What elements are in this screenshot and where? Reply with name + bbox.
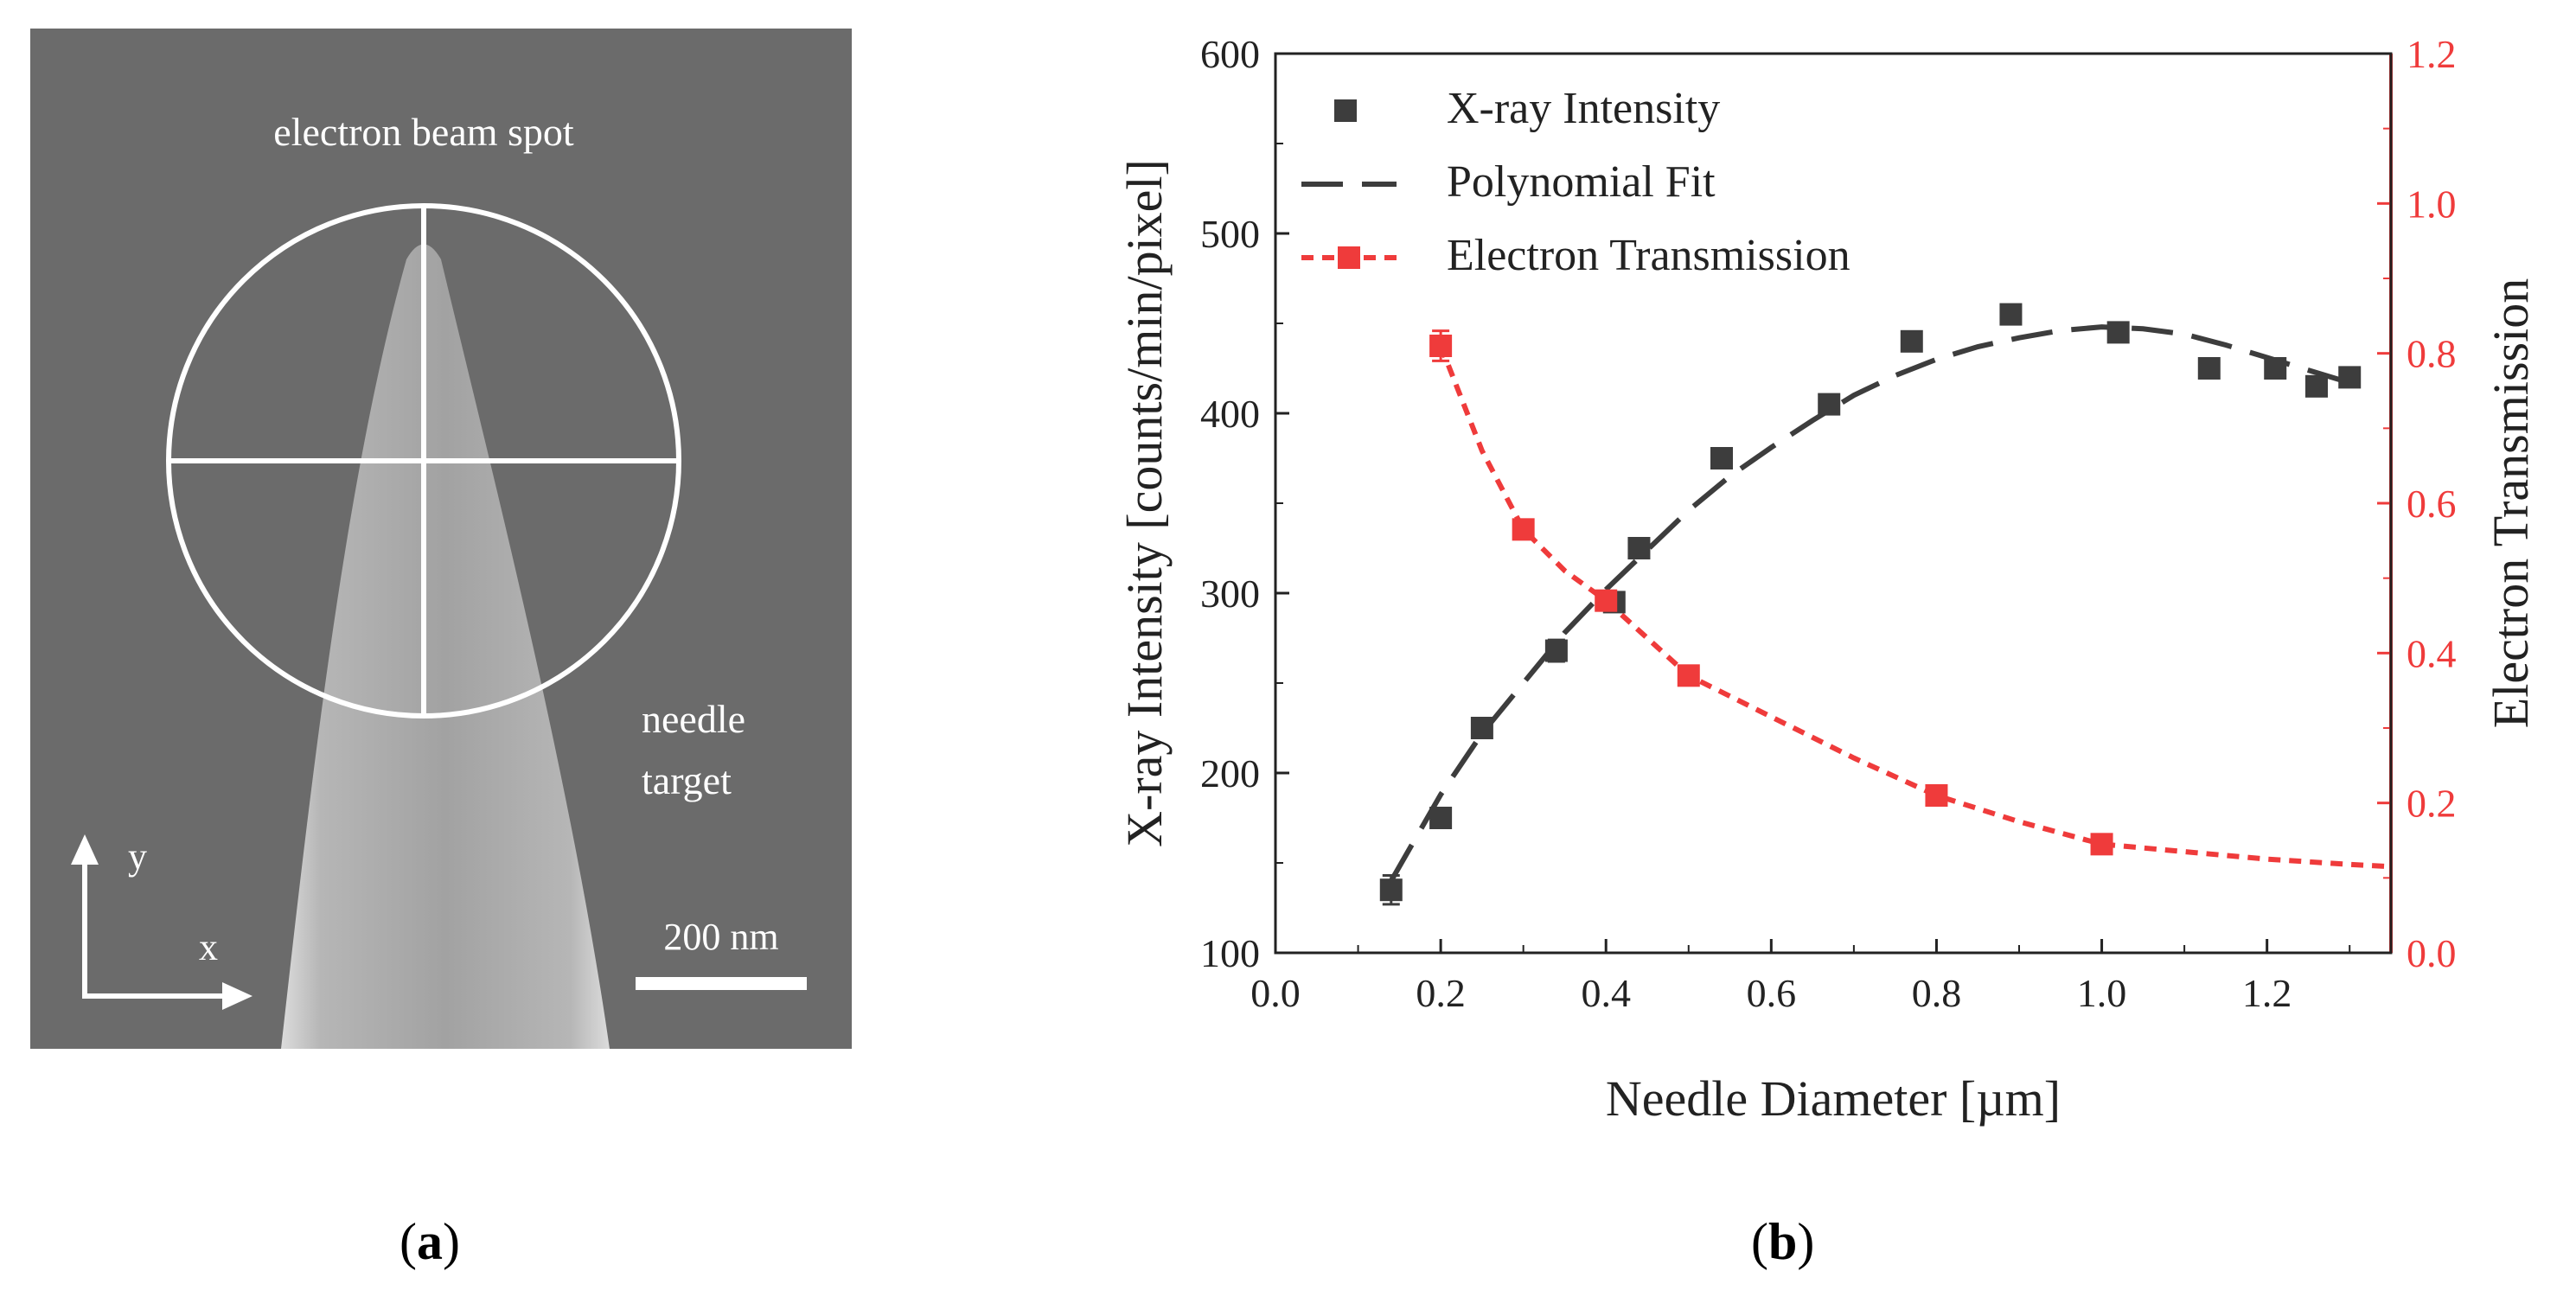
y2-tick-label: 0.6	[2407, 482, 2457, 526]
y-axis-title: X-ray Intensity [counts/min/pixel]	[1116, 159, 1173, 847]
xray-intensity-point	[1999, 303, 2023, 326]
electron-transmission-point	[1429, 335, 1453, 357]
legend-xray-marker	[1334, 99, 1357, 122]
panel-a-label: (a)	[400, 1213, 460, 1270]
target-label-line1: needle	[642, 697, 745, 741]
needle-target-shape	[281, 244, 610, 1049]
y2-tick-label: 0.2	[2407, 782, 2457, 826]
axis-x-label: x	[199, 926, 218, 968]
y2-tick-label: 0.4	[2407, 631, 2457, 675]
y-tick-label: 400	[1200, 392, 1260, 436]
electron-transmission-point	[1595, 589, 1618, 612]
xray-intensity-point	[2338, 366, 2362, 389]
panel-b: 0.0 0.2 0.4 0.6 0.8 1.0 1.2 100 200 300 400 500 600 0…	[951, 0, 2576, 1299]
scale-bar-label: 200 nm	[663, 916, 778, 958]
electron-transmission-line	[1438, 344, 2392, 870]
y-tick-label: 100	[1200, 931, 1260, 975]
plot-frame	[1274, 52, 2393, 955]
x-tick-label: 0.6	[1747, 971, 1797, 1015]
xray-intensity-point	[1710, 447, 1733, 469]
electron-transmission-point	[1512, 518, 1535, 541]
x-tick-label: 0.8	[1912, 971, 1962, 1015]
legend-label: X-ray Intensity	[1447, 84, 1720, 133]
chart: 0.0 0.2 0.4 0.6 0.8 1.0 1.2 100 200 300 400 500 600 0…	[1116, 32, 2539, 1127]
beam-label: electron beam spot	[273, 110, 574, 154]
y2-axis-title: Electron Transmission	[2483, 278, 2539, 728]
y2-tick-label: 0.0	[2407, 931, 2457, 975]
xray-intensity-point	[1818, 393, 1841, 416]
y2-tick-label: 0.8	[2407, 332, 2457, 376]
series-layer	[1379, 303, 2392, 906]
x-tick-label: 0.0	[1250, 971, 1301, 1015]
panel-b-label: (b)	[1751, 1213, 1815, 1270]
y2-tick-label: 1.0	[2407, 182, 2457, 226]
xray-intensity-point	[1544, 639, 1568, 662]
xray-intensity-point	[1429, 807, 1453, 829]
legend-transmission-marker	[1338, 246, 1360, 269]
electron-transmission-point	[1925, 784, 1948, 807]
y-tick-label: 500	[1200, 212, 1260, 256]
polynomial-fit-line	[1389, 324, 2351, 883]
legend-label: Polynomial Fit	[1447, 157, 1716, 207]
micrograph: electron beam spot needle target y x 200…	[30, 29, 852, 1049]
electron-transmission-point	[2090, 833, 2113, 856]
beam-spot-overlay	[166, 203, 681, 719]
y-tick-label: 600	[1200, 32, 1260, 76]
xray-intensity-point	[2264, 357, 2287, 380]
electron-transmission-point	[1677, 664, 1700, 687]
xray-intensity-point	[2197, 357, 2221, 380]
legend-label: Electron Transmission	[1447, 231, 1851, 280]
x-tick-label: 0.2	[1416, 971, 1466, 1015]
xray-intensity-point	[2106, 321, 2130, 344]
legend: X-ray Intensity Polynomial Fit Electron Tr…	[1301, 84, 1851, 280]
xray-intensity-point	[1900, 329, 1923, 353]
tick-layer: 0.0 0.2 0.4 0.6 0.8 1.0 1.2 100 200 300 400 500 600 0…	[1200, 32, 2457, 1015]
x-tick-label: 1.2	[2242, 971, 2292, 1015]
scale-bar	[636, 977, 807, 990]
axes-indicator	[71, 834, 252, 1010]
xray-intensity-point	[1627, 537, 1651, 559]
target-label-line2: target	[642, 758, 732, 802]
xray-intensity-point	[1379, 878, 1403, 902]
x-tick-label: 1.0	[2077, 971, 2127, 1015]
y-tick-label: 300	[1200, 572, 1260, 616]
x-axis-title: Needle Diameter [µm]	[1606, 1070, 2061, 1127]
x-tick-label: 0.4	[1581, 971, 1631, 1015]
xray-intensity-point	[1470, 717, 1493, 739]
y2-tick-label: 1.2	[2407, 32, 2457, 76]
axis-y-label: y	[128, 835, 147, 878]
panel-a: electron beam spot needle target y x 200…	[0, 0, 951, 1299]
xray-intensity-point	[2305, 374, 2328, 398]
y-tick-label: 200	[1200, 751, 1260, 795]
